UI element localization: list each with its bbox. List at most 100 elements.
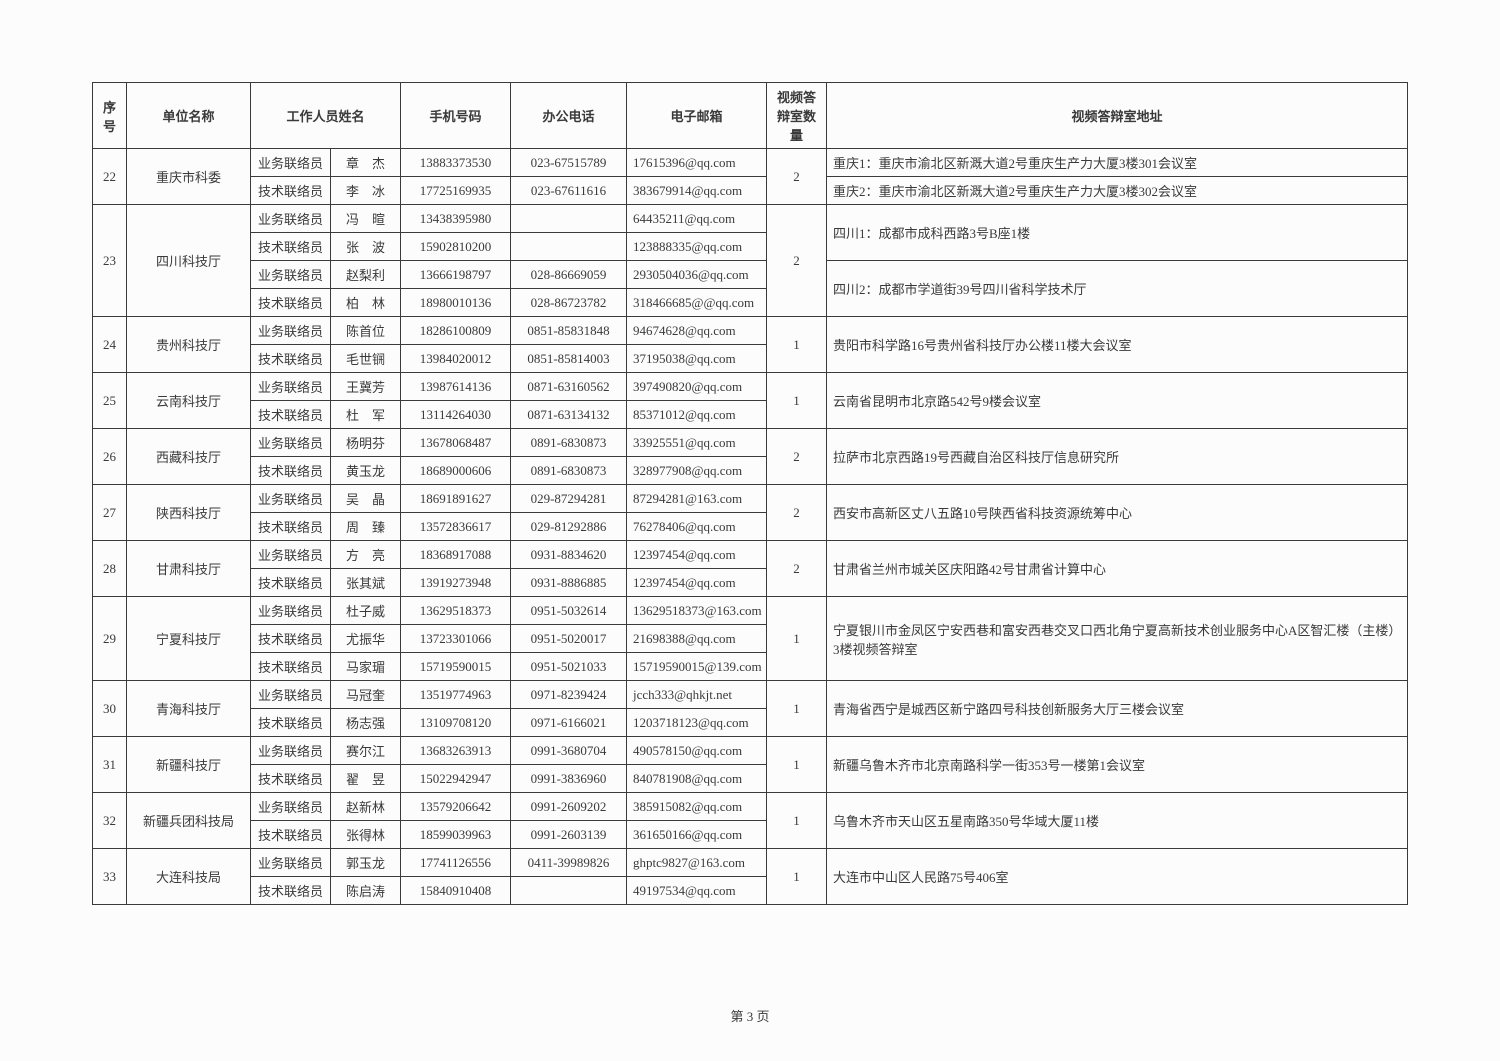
cell-name: 赵新林 [331,793,401,821]
cell-addr: 宁夏银川市金凤区宁安西巷和富安西巷交叉口西北角宁夏高新技术创业服务中心A区智汇楼… [827,597,1408,681]
cell-tel: 0971-6166021 [511,709,627,737]
cell-role: 技术联络员 [251,177,331,205]
cell-tel: 0871-63134132 [511,401,627,429]
th-addr: 视频答辩室地址 [827,83,1408,149]
cell-tel: 0891-6830873 [511,457,627,485]
cell-org: 陕西科技厅 [127,485,251,541]
cell-name: 冯 暄 [331,205,401,233]
table-row: 28甘肃科技厅业务联络员方 亮183689170880931-883462012… [93,541,1408,569]
cell-rooms: 2 [767,541,827,597]
cell-name: 郭玉龙 [331,849,401,877]
table-row: 27陕西科技厅业务联络员吴 晶18691891627029-8729428187… [93,485,1408,513]
cell-seq: 22 [93,149,127,205]
cell-name: 尤振华 [331,625,401,653]
cell-role: 技术联络员 [251,233,331,261]
cell-phone: 13109708120 [401,709,511,737]
cell-rooms: 1 [767,737,827,793]
cell-rooms: 1 [767,793,827,849]
cell-tel: 023-67611616 [511,177,627,205]
cell-phone: 13883373530 [401,149,511,177]
cell-tel: 0951-5020017 [511,625,627,653]
cell-phone: 13683263913 [401,737,511,765]
cell-org: 西藏科技厅 [127,429,251,485]
cell-phone: 13987614136 [401,373,511,401]
cell-role: 技术联络员 [251,569,331,597]
cell-name: 毛世锎 [331,345,401,373]
cell-tel: 0951-5021033 [511,653,627,681]
cell-email: 13629518373@163.com [627,597,767,625]
cell-rooms: 2 [767,485,827,541]
cell-phone: 15840910408 [401,877,511,905]
cell-tel: 0931-8834620 [511,541,627,569]
cell-seq: 33 [93,849,127,905]
cell-phone: 13919273948 [401,569,511,597]
cell-phone: 18691891627 [401,485,511,513]
cell-name: 章 杰 [331,149,401,177]
cell-addr: 四川2：成都市学道街39号四川省科学技术厅 [827,261,1408,317]
cell-tel: 0991-2603139 [511,821,627,849]
cell-email: 361650166@qq.com [627,821,767,849]
cell-role: 业务联络员 [251,485,331,513]
cell-email: 397490820@qq.com [627,373,767,401]
table-row: 31新疆科技厅业务联络员赛尔江136832639130991-368070449… [93,737,1408,765]
cell-name: 赵梨利 [331,261,401,289]
cell-rooms: 2 [767,149,827,205]
cell-rooms: 1 [767,849,827,905]
cell-seq: 24 [93,317,127,373]
cell-phone: 15719590015 [401,653,511,681]
cell-org: 青海科技厅 [127,681,251,737]
cell-role: 业务联络员 [251,429,331,457]
cell-org: 新疆科技厅 [127,737,251,793]
cell-email: 328977908@qq.com [627,457,767,485]
cell-role: 技术联络员 [251,513,331,541]
cell-addr: 四川1：成都市成科西路3号B座1楼 [827,205,1408,261]
cell-tel: 0951-5032614 [511,597,627,625]
cell-addr: 乌鲁木齐市天山区五星南路350号华域大厦11楼 [827,793,1408,849]
cell-phone: 13629518373 [401,597,511,625]
cell-phone: 17725169935 [401,177,511,205]
cell-role: 技术联络员 [251,653,331,681]
cell-phone: 17741126556 [401,849,511,877]
th-tel: 办公电话 [511,83,627,149]
cell-addr: 重庆1：重庆市渝北区新溉大道2号重庆生产力大厦3楼301会议室 [827,149,1408,177]
th-staff: 工作人员姓名 [251,83,401,149]
cell-phone: 18599039963 [401,821,511,849]
cell-tel: 0991-2609202 [511,793,627,821]
cell-tel: 028-86723782 [511,289,627,317]
cell-email: 840781908@qq.com [627,765,767,793]
table-row: 22重庆市科委业务联络员章 杰13883373530023-6751578917… [93,149,1408,177]
th-email: 电子邮箱 [627,83,767,149]
cell-phone: 13438395980 [401,205,511,233]
cell-tel: 023-67515789 [511,149,627,177]
cell-seq: 29 [93,597,127,681]
cell-addr: 青海省西宁是城西区新宁路四号科技创新服务大厅三楼会议室 [827,681,1408,737]
cell-rooms: 2 [767,205,827,317]
page-number: 第 3 页 [0,1006,1500,1025]
cell-addr: 甘肃省兰州市城关区庆阳路42号甘肃省计算中心 [827,541,1408,597]
cell-rooms: 1 [767,597,827,681]
cell-rooms: 2 [767,429,827,485]
cell-name: 张其斌 [331,569,401,597]
cell-phone: 18980010136 [401,289,511,317]
cell-addr: 西安市高新区丈八五路10号陕西省科技资源统筹中心 [827,485,1408,541]
table-row: 23四川科技厅业务联络员冯 暄1343839598064435211@qq.co… [93,205,1408,233]
cell-tel [511,877,627,905]
cell-name: 张 波 [331,233,401,261]
cell-email: jcch333@qhkjt.net [627,681,767,709]
cell-tel [511,205,627,233]
cell-email: 383679914@qq.com [627,177,767,205]
cell-email: 94674628@qq.com [627,317,767,345]
cell-addr: 贵阳市科学路16号贵州省科技厅办公楼11楼大会议室 [827,317,1408,373]
cell-name: 马家瑂 [331,653,401,681]
cell-role: 业务联络员 [251,149,331,177]
cell-role: 业务联络员 [251,541,331,569]
cell-addr: 重庆2：重庆市渝北区新溉大道2号重庆生产力大厦3楼302会议室 [827,177,1408,205]
cell-rooms: 1 [767,317,827,373]
cell-tel: 0991-3836960 [511,765,627,793]
cell-email: 15719590015@139.com [627,653,767,681]
cell-seq: 25 [93,373,127,429]
cell-seq: 32 [93,793,127,849]
table-body: 22重庆市科委业务联络员章 杰13883373530023-6751578917… [93,149,1408,905]
cell-phone: 13678068487 [401,429,511,457]
cell-name: 马冠奎 [331,681,401,709]
